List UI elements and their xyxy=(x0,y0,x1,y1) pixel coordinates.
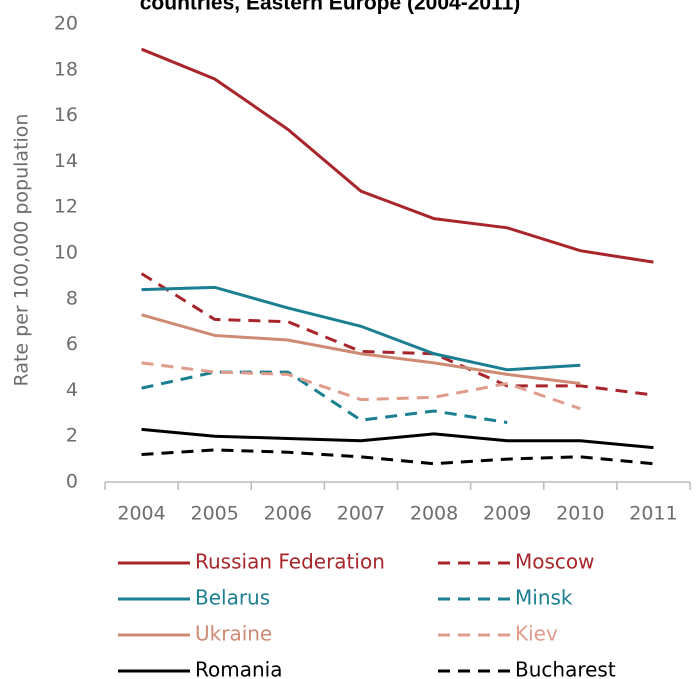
x-tick-label: 2005 xyxy=(191,503,239,525)
y-tick-label: 8 xyxy=(66,287,78,309)
series-line xyxy=(140,47,654,264)
legend-label: Kiev xyxy=(515,622,558,646)
series-line xyxy=(141,370,508,424)
y-tick-label: 4 xyxy=(66,379,78,401)
series-line xyxy=(141,313,581,386)
legend-label: Moscow xyxy=(515,550,595,574)
series-line xyxy=(141,427,654,450)
x-tick-label: 2006 xyxy=(264,503,312,525)
legend-label: Ukraine xyxy=(195,622,272,646)
x-tick-label: 2009 xyxy=(483,503,531,525)
x-tick-label: 2008 xyxy=(410,503,458,525)
y-tick-label: 14 xyxy=(54,150,78,172)
y-tick-label: 18 xyxy=(54,58,78,80)
x-tick-label: 2004 xyxy=(117,503,165,525)
y-tick-label: 10 xyxy=(54,242,78,264)
y-tick-label: 0 xyxy=(66,471,78,493)
y-tick-label: 16 xyxy=(54,104,78,126)
series-line xyxy=(141,361,581,411)
y-tick-label: 20 xyxy=(54,13,78,35)
series-line xyxy=(141,285,581,372)
y-tick-label: 12 xyxy=(54,196,78,218)
legend-label: Romania xyxy=(195,658,282,679)
x-tick-label: 2007 xyxy=(337,503,385,525)
legend-label: Bucharest xyxy=(515,658,616,679)
legend-label: Minsk xyxy=(515,586,573,610)
chart-title: countries, Eastern Europe (2004-2011) xyxy=(140,0,521,15)
y-tick-label: 2 xyxy=(66,425,78,447)
series-line xyxy=(141,448,654,466)
y-axis-label: Rate per 100,000 population xyxy=(11,114,33,387)
y-tick-label: 6 xyxy=(66,333,78,355)
x-tick-label: 2011 xyxy=(629,503,677,525)
legend-label: Belarus xyxy=(195,586,270,610)
x-tick-label: 2010 xyxy=(556,503,604,525)
legend-label: Russian Federation xyxy=(195,550,385,574)
